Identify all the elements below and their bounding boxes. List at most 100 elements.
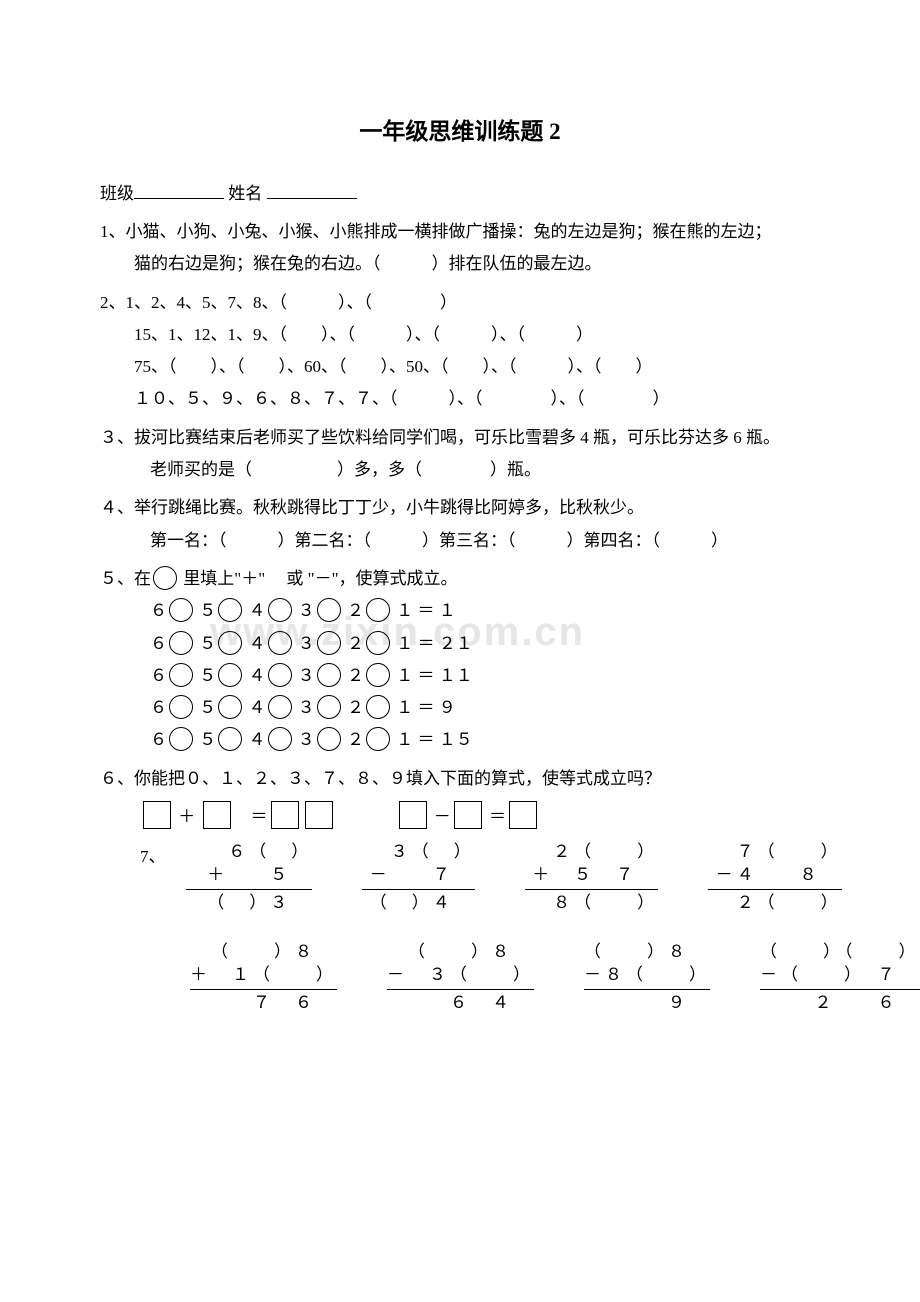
question-3: ３、拔河比赛结束后老师买了些饮料给同学们喝，可乐比雪碧多 4 瓶，可乐比芬达多 … (100, 422, 820, 487)
vertical-add-a: ６（ ） ＋ ５ （ ）３ (186, 841, 313, 915)
vertical-sub-f: （ ）８ － ３（ ） ６ ４ (387, 941, 534, 1015)
circle-blank[interactable] (169, 727, 193, 751)
q7c-r3: ８（ ） (525, 890, 658, 915)
q7a-r2: ＋ ５ (186, 864, 313, 890)
student-info-line: 班级 姓名 (100, 178, 820, 210)
q5-r5-tail: １ ＝ １５ (392, 730, 473, 749)
circle-blank[interactable] (268, 598, 292, 622)
q2-l2: 15、1、12、1、9、（ ）、（ ）、（ ）、（ ） (100, 319, 820, 351)
q6-eq2: － ＝ (396, 801, 541, 833)
q5-r3-tail: １ ＝ １１ (392, 666, 473, 685)
circle-blank[interactable] (268, 663, 292, 687)
q5-row3: ６ ５ ４ ３ ２ １ ＝ １１ (100, 660, 820, 692)
circle-blank[interactable] (268, 631, 292, 655)
q7f-r1: （ ）８ (387, 941, 534, 964)
q7g-r2: －８（ ） (584, 964, 710, 990)
q6-eq1: ＋ ＝ (140, 801, 336, 833)
q7d-r2: －４ ８ (708, 864, 841, 890)
circle-blank[interactable] (366, 727, 390, 751)
question-6: ６、你能把０、１、２、３、７、８、９填入下面的算式，使等式成立吗？ ＋ ＝ － … (100, 763, 820, 834)
q3-line1: ３、拔河比赛结束后老师买了些饮料给同学们喝，可乐比雪碧多 4 瓶，可乐比芬达多 … (100, 422, 820, 454)
circle-blank[interactable] (268, 695, 292, 719)
square-blank[interactable] (454, 801, 482, 829)
q5-head-a: ５、在 (100, 569, 151, 588)
page-title: 一年级思维训练题 2 (100, 110, 820, 154)
q7d-r3: ２（ ） (708, 890, 841, 915)
q2-l3: 75、（ ）、（ ）、60、（ ）、50、（ ）、（ ）、（ ） (100, 351, 820, 383)
q7e-r3: ７ ６ (190, 990, 337, 1015)
question-2: 2、1、2、4、5、7、8、（ ）、（ ） 15、1、12、1、9、（ ）、（ … (100, 287, 820, 416)
square-blank[interactable] (203, 801, 231, 829)
q7-label: 7、 (140, 841, 166, 873)
square-blank[interactable] (305, 801, 333, 829)
q5-head: ５、在 里填上"＋" 或 "－"，使算式成立。 (100, 563, 820, 595)
q7b-r3: （ ）４ (362, 890, 474, 915)
circle-blank[interactable] (317, 663, 341, 687)
square-blank[interactable] (271, 801, 299, 829)
q5-r1-tail: １ ＝ １ (392, 601, 456, 620)
circle-blank[interactable] (268, 727, 292, 751)
q5-row2: ６ ５ ４ ３ ２ １ ＝ ２１ (100, 628, 820, 660)
circle-blank[interactable] (218, 663, 242, 687)
circle-blank[interactable] (169, 663, 193, 687)
circle-blank[interactable] (366, 695, 390, 719)
q6-equations: ＋ ＝ － ＝ (100, 801, 820, 833)
square-blank[interactable] (399, 801, 427, 829)
question-7: 7、 ６（ ） ＋ ５ （ ）３ ３（ ） － ７ （ ）４ ２（ ） ＋ ５ … (100, 841, 820, 1015)
vertical-sub-b: ３（ ） － ７ （ ）４ (362, 841, 474, 915)
vertical-add-c: ２（ ） ＋ ５ ７ ８（ ） (525, 841, 658, 915)
q7d-r1: ７（ ） (708, 841, 841, 864)
circle-blank[interactable] (218, 695, 242, 719)
circle-blank[interactable] (366, 631, 390, 655)
circle-blank[interactable] (366, 598, 390, 622)
circle-blank[interactable] (317, 631, 341, 655)
name-blank[interactable] (267, 181, 357, 199)
q7c-r1: ２（ ） (525, 841, 658, 864)
q7f-r3: ６ ４ (387, 990, 534, 1015)
q3-line2: 老师买的是（ ）多，多（ ）瓶。 (100, 454, 820, 486)
q7-row-bottom: （ ）８ ＋ １（ ） ７ ６ （ ）８ － ３（ ） ６ ４ （ ）８ －８（… (100, 941, 820, 1015)
q7b-r1: ３（ ） (362, 841, 474, 864)
q7a-r3: （ ）３ (186, 890, 313, 915)
question-5: ５、在 里填上"＋" 或 "－"，使算式成立。 ６ ５ ４ ３ ２ １ ＝ １ … (100, 563, 820, 757)
q7a-r1: ６（ ） (186, 841, 313, 864)
vertical-sub-g: （ ）８ －８（ ） ９ (584, 941, 710, 1015)
circle-blank[interactable] (218, 598, 242, 622)
circle-blank[interactable] (169, 695, 193, 719)
question-1: 1、小猫、小狗、小兔、小猴、小熊排成一横排做广播操：兔的左边是狗；猴在熊的左边；… (100, 216, 820, 281)
q5-r4-tail: １ ＝ ９ (392, 698, 456, 717)
q7-row-top: 7、 ６（ ） ＋ ５ （ ）３ ３（ ） － ７ （ ）４ ２（ ） ＋ ５ … (100, 841, 820, 915)
circle-blank[interactable] (218, 631, 242, 655)
q7g-r1: （ ）８ (584, 941, 710, 964)
circle-blank[interactable] (366, 663, 390, 687)
square-blank[interactable] (143, 801, 171, 829)
circle-blank[interactable] (218, 727, 242, 751)
q7g-r3: ９ (584, 990, 710, 1015)
circle-blank[interactable] (317, 598, 341, 622)
q7e-r2: ＋ １（ ） (190, 964, 337, 990)
q7e-r1: （ ）８ (190, 941, 337, 964)
q7b-r2: － ７ (362, 864, 474, 890)
vertical-sub-h: （ ）（ ） －（ ） ７ ２ ６ (760, 941, 920, 1015)
circle-blank[interactable] (317, 727, 341, 751)
name-label: 姓名 (228, 184, 262, 203)
q2-head: 2、1、2、4、5、7、8、（ ）、（ ） (100, 287, 820, 319)
square-blank[interactable] (509, 801, 537, 829)
circle-icon (153, 566, 177, 590)
q4-line2: 第一名：（ ）第二名：（ ）第三名：（ ）第四名：（ ） (100, 525, 820, 557)
q6-head: ６、你能把０、１、２、３、７、８、９填入下面的算式，使等式成立吗？ (100, 763, 820, 795)
circle-blank[interactable] (317, 695, 341, 719)
q5-row5: ６ ５ ４ ３ ２ １ ＝ １５ (100, 724, 820, 756)
worksheet-page: 一年级思维训练题 2 班级 姓名 1、小猫、小狗、小兔、小猴、小熊排成一横排做广… (0, 0, 920, 1075)
q5-head-b: 里填上"＋" 或 "－"，使算式成立。 (179, 569, 458, 588)
question-4: ４、举行跳绳比赛。秋秋跳得比丁丁少，小牛跳得比阿婷多，比秋秋少。 第一名：（ ）… (100, 492, 820, 557)
circle-blank[interactable] (169, 598, 193, 622)
q1-line2: 猫的右边是狗；猴在兔的右边。（ ）排在队伍的最左边。 (100, 248, 820, 280)
q7h-r1: （ ）（ ） (760, 941, 920, 964)
q4-line1: ４、举行跳绳比赛。秋秋跳得比丁丁少，小牛跳得比阿婷多，比秋秋少。 (100, 492, 820, 524)
class-blank[interactable] (134, 181, 224, 199)
circle-blank[interactable] (169, 631, 193, 655)
q7h-r3: ２ ６ (760, 990, 920, 1015)
vertical-sub-d: ７（ ） －４ ８ ２（ ） (708, 841, 841, 915)
q5-row4: ６ ５ ４ ３ ２ １ ＝ ９ (100, 692, 820, 724)
